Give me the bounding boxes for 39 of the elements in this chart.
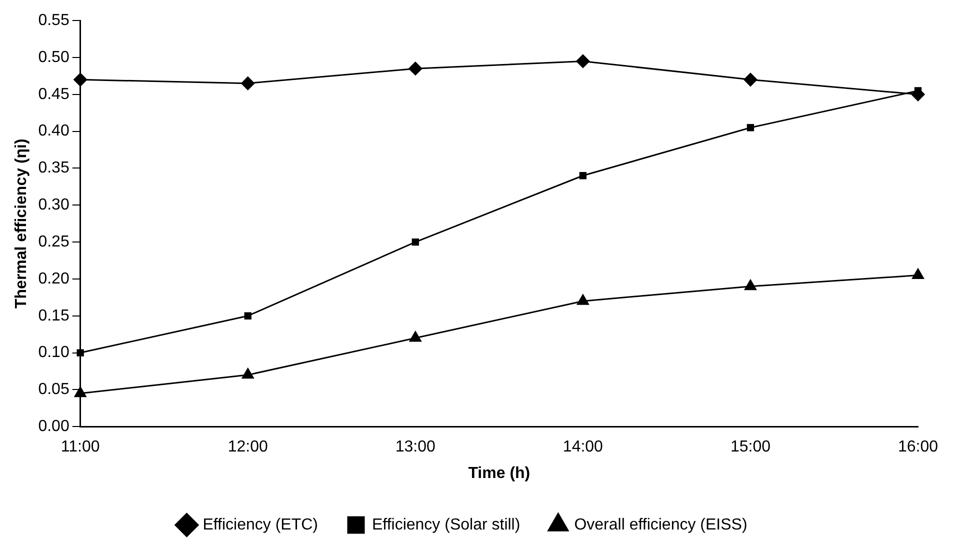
point xyxy=(576,54,590,68)
x-tick-label: 14:00 xyxy=(562,438,604,456)
x-tick-label: 13:00 xyxy=(395,438,436,456)
y-tick-label: 0.45 xyxy=(38,86,70,103)
x-tick-label: 15:00 xyxy=(730,438,771,456)
y-tick-label: 0.35 xyxy=(38,160,70,177)
x-tick-label: 16:00 xyxy=(898,438,938,456)
x-tick-label: 11:00 xyxy=(60,438,100,456)
point xyxy=(412,238,419,246)
point xyxy=(912,268,924,280)
x-axis-title: Time (h) xyxy=(468,464,530,482)
legend-label: Efficiency (Solar still) xyxy=(372,516,520,534)
y-tick-label: 0.15 xyxy=(38,307,70,324)
point xyxy=(242,368,254,379)
x-tick-label: 12:00 xyxy=(228,438,268,456)
point xyxy=(579,172,587,180)
y-tick-label: 0.10 xyxy=(38,344,70,362)
point xyxy=(409,331,422,342)
point xyxy=(408,62,422,76)
y-axis-title: Thermal efficiency (ηi) xyxy=(13,138,30,309)
y-tick-label: 0.55 xyxy=(38,12,70,30)
legend-label: Overall efficiency (EISS) xyxy=(574,516,748,534)
y-tick-label: 0.30 xyxy=(38,196,70,214)
point xyxy=(74,386,86,398)
legend-label: Efficiency (ETC) xyxy=(202,516,318,534)
point xyxy=(74,72,88,86)
point xyxy=(76,349,84,356)
y-tick-label: 0.40 xyxy=(38,122,70,140)
y-tick-label: 0.50 xyxy=(38,48,70,66)
point xyxy=(576,294,589,305)
point xyxy=(244,312,252,320)
point xyxy=(744,280,756,290)
y-tick-label: 0.25 xyxy=(38,233,70,250)
point xyxy=(746,124,754,132)
y-tick-label: 0.00 xyxy=(38,418,70,436)
point xyxy=(744,72,758,86)
y-tick-label: 0.20 xyxy=(38,270,70,288)
point xyxy=(241,76,255,90)
y-tick-label: 0.05 xyxy=(38,381,70,398)
